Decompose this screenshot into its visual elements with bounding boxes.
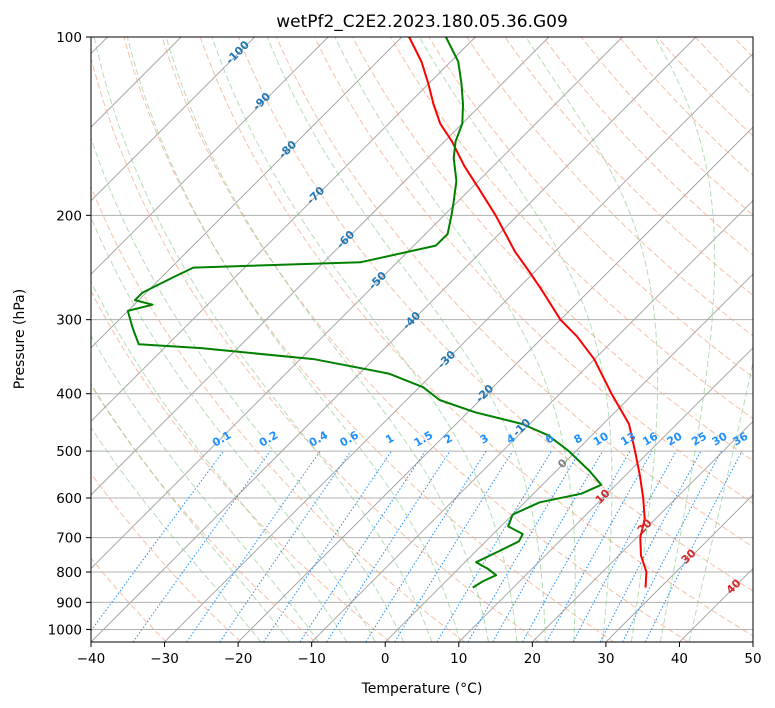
x-axis-label: Temperature (°C)	[361, 681, 483, 697]
isotherm-line	[91, 37, 623, 570]
dry-adiabat-line	[314, 37, 753, 505]
dry-adiabat-line	[390, 37, 753, 420]
y-tick-label: 500	[56, 444, 82, 460]
x-tick-label: −40	[77, 651, 106, 667]
isotherm-line	[91, 37, 550, 496]
mixing-ratio-line	[622, 450, 722, 642]
moist-adiabat-line	[91, 216, 376, 642]
plot-frame	[90, 36, 754, 643]
moist-adiabat-line	[165, 37, 489, 642]
isotherm-line	[458, 347, 753, 642]
dry-adiabat-line	[580, 37, 753, 216]
mixing-ratio-line	[91, 450, 224, 632]
mixing-ratio-line	[299, 450, 426, 642]
moist-adiabat-line	[91, 136, 405, 642]
isotherm-line	[531, 420, 753, 642]
dry-adiabat-line	[352, 37, 753, 462]
y-tick-label: 100	[56, 30, 82, 46]
mixing-ratio-line	[522, 450, 631, 642]
isotherm-line	[384, 273, 753, 642]
x-tick-label: 30	[597, 651, 614, 667]
isotherm-line	[91, 37, 256, 202]
isotherm-line	[311, 199, 753, 642]
mixing-ratio-line	[132, 450, 271, 642]
moist-adiabat-line	[126, 37, 461, 642]
y-tick-label: 400	[56, 387, 82, 403]
mixing-ratio-line	[219, 450, 352, 642]
dry-adiabat-line	[91, 472, 242, 642]
moist-adiabat-line	[211, 37, 518, 642]
mixing-ratio-line	[644, 450, 743, 642]
moist-adiabat-line	[91, 280, 348, 642]
y-tick-label: 700	[56, 531, 82, 547]
x-tick-label: 50	[744, 651, 761, 667]
dry-adiabat-line	[91, 290, 391, 642]
isotherm-line	[91, 37, 329, 275]
x-tick-label: 20	[524, 651, 541, 667]
moist-adiabat-line	[334, 37, 576, 642]
dry-adiabat-line	[275, 37, 753, 548]
dry-adiabat-line	[466, 37, 753, 337]
mixing-ratio-line	[326, 450, 451, 642]
y-tick-label: 1000	[48, 622, 82, 638]
isotherm-line	[91, 37, 697, 642]
moist-adiabat-line	[525, 37, 659, 642]
mixing-ratio-line	[186, 450, 321, 642]
moist-adiabat-line	[266, 37, 546, 642]
y-axis-label: Pressure (hPa)	[12, 289, 28, 389]
moist-adiabat-line	[418, 37, 613, 642]
dewpoint-line	[126, 37, 603, 589]
mixing-ratio-line	[599, 450, 702, 642]
dry-adiabat-line	[542, 37, 753, 256]
mixing-ratio-line	[546, 450, 653, 642]
background-lines	[91, 37, 753, 642]
x-tick-label: 40	[671, 651, 688, 667]
mixing-ratio-line	[572, 450, 677, 642]
dry-adiabat-line	[237, 37, 753, 592]
y-tick-label: 200	[56, 208, 82, 224]
dry-adiabat-line	[91, 55, 540, 642]
y-tick-label: 600	[56, 491, 82, 507]
y-tick-label: 300	[56, 313, 82, 329]
chart-title: wetPf2_C2E2.2023.180.05.36.G09	[276, 12, 568, 32]
sounding-series	[126, 37, 648, 589]
dry-adiabat-line	[123, 37, 614, 642]
isotherm-line	[164, 52, 753, 642]
mixing-ratio-line	[365, 450, 487, 642]
dry-adiabat-line	[428, 37, 753, 378]
x-tick-label: −10	[297, 651, 326, 667]
y-tick-label: 900	[56, 595, 82, 611]
isotherm-line	[237, 126, 753, 642]
x-tick-label: −30	[150, 651, 179, 667]
x-tick-label: −20	[224, 651, 253, 667]
moist-adiabat-line	[91, 334, 319, 642]
temperature-line	[408, 37, 648, 588]
moist-adiabat-line	[654, 37, 716, 642]
x-tick-label: 10	[450, 651, 467, 667]
moist-adiabat-line	[93, 37, 433, 642]
isotherm-line	[91, 37, 403, 349]
x-tick-label: 0	[381, 651, 390, 667]
isotherm-line	[91, 37, 476, 423]
mixing-ratio-line	[394, 450, 514, 642]
isotherm-line	[605, 494, 753, 642]
dry-adiabat-line	[504, 37, 753, 296]
dry-adiabat-line	[161, 37, 689, 642]
mixing-ratio-line	[492, 450, 604, 642]
axis-ticks: −40 −30 −20 −10 0 10 20 30 40 50 100 200 300 400 500 60…	[48, 30, 762, 667]
moist-adiabat-line	[91, 382, 291, 642]
dry-adiabat-line	[618, 37, 753, 177]
moist-adiabat-line	[688, 360, 753, 642]
dry-adiabat-line	[91, 384, 316, 642]
y-tick-label: 800	[56, 565, 82, 581]
